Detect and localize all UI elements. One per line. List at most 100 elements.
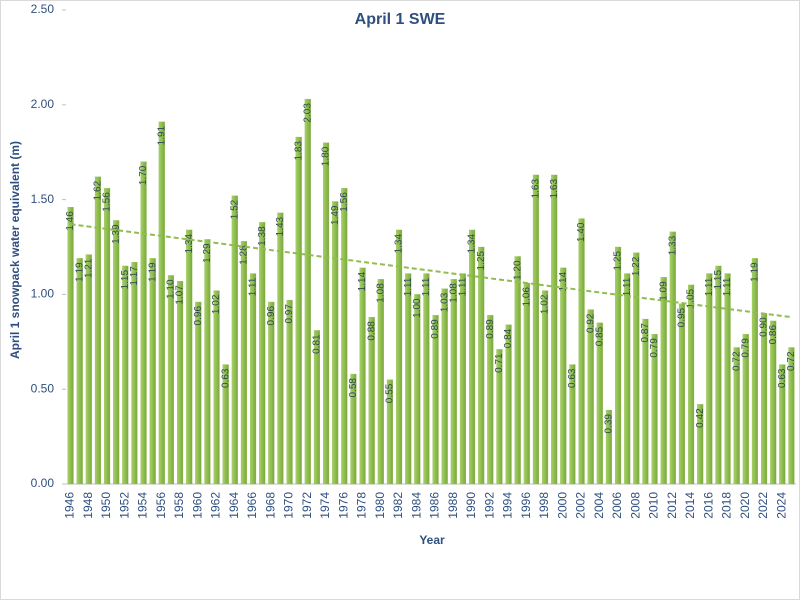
x-tick-label: 1992 (482, 492, 496, 519)
value-label: 1.02 (211, 294, 222, 314)
value-label: 1.70 (138, 165, 149, 185)
value-label: 1.07 (175, 285, 186, 305)
value-label: 1.22 (631, 256, 642, 276)
value-label: 1.09 (658, 281, 669, 301)
value-label: 1.80 (321, 146, 332, 166)
bar (149, 258, 156, 485)
value-label: 1.49 (330, 205, 341, 225)
value-label: 1.10 (166, 279, 177, 299)
value-label: 0.87 (640, 323, 651, 343)
value-label: 1.08 (448, 283, 459, 303)
x-tick-label: 1976 (336, 492, 350, 519)
x-tick-label: 1960 (190, 492, 204, 519)
x-tick-label: 1982 (391, 492, 405, 519)
bar (368, 317, 375, 485)
value-label: 1.15 (120, 270, 131, 290)
value-label: 1.56 (102, 192, 113, 212)
bar (295, 136, 302, 485)
bar (742, 334, 749, 485)
bar (551, 174, 558, 485)
x-tick-label: 1986 (428, 492, 442, 519)
bar (277, 212, 284, 485)
y-tick-label: 1.00 (31, 287, 55, 301)
value-label: 0.71 (494, 353, 505, 373)
value-label: 1.19 (147, 262, 158, 282)
bar (350, 373, 357, 485)
bar (578, 218, 585, 485)
x-tick-label: 1962 (209, 492, 223, 519)
value-label: 1.39 (111, 224, 122, 244)
x-tick-label: 1970 (282, 492, 296, 519)
x-tick-label: 2016 (701, 492, 715, 519)
value-label: 0.88 (366, 321, 377, 341)
value-label: 1.91 (156, 125, 167, 145)
x-tick-label: 1948 (81, 492, 95, 519)
bar (167, 275, 175, 485)
value-label: 1.28 (239, 245, 250, 265)
y-tick-label: 2.50 (31, 2, 55, 16)
value-label: 1.08 (375, 283, 386, 303)
value-label: 1.14 (558, 271, 569, 291)
value-label: 0.55 (385, 383, 396, 403)
value-label: 0.89 (430, 319, 441, 339)
bar (195, 301, 202, 485)
value-label: 1.15 (713, 270, 724, 290)
x-tick-label: 1980 (373, 492, 387, 519)
bar (441, 288, 448, 485)
value-label: 0.81 (312, 334, 323, 354)
bar (186, 229, 193, 485)
bar (560, 267, 567, 485)
y-tick-label: 1.50 (31, 192, 55, 206)
bar (414, 294, 421, 485)
value-label: 1.11 (248, 277, 259, 296)
value-label: 0.96 (266, 306, 277, 326)
value-label: 0.58 (348, 378, 359, 398)
bar (423, 273, 430, 485)
value-label: 0.63 (567, 368, 578, 388)
bar (505, 324, 512, 485)
x-tick-label: 1972 (300, 492, 314, 519)
chart-title: April 1 SWE (355, 11, 446, 28)
value-label: 1.00 (412, 298, 423, 318)
value-label: 1.46 (65, 211, 76, 231)
bar (523, 282, 530, 485)
value-label: 0.97 (284, 304, 295, 324)
value-label: 1.21 (83, 258, 94, 278)
bar (770, 320, 777, 485)
y-tick-label: 0.50 (31, 381, 55, 395)
bar (459, 273, 467, 485)
x-tick-label: 2020 (738, 492, 752, 519)
value-label: 1.20 (512, 260, 523, 280)
value-label: 1.38 (257, 226, 268, 246)
x-tick-label: 1978 (355, 492, 369, 519)
bar (697, 404, 704, 485)
value-label: 1.34 (394, 234, 405, 254)
bar (788, 347, 795, 485)
bar (496, 349, 503, 485)
bar (541, 290, 549, 485)
x-tick-label: 1998 (537, 492, 551, 519)
value-label: 1.19 (750, 262, 761, 282)
bar (113, 220, 120, 485)
value-label: 1.52 (229, 199, 240, 219)
value-label: 0.84 (503, 328, 514, 348)
bar (158, 121, 165, 485)
bar (240, 241, 248, 485)
x-tick-label: 1946 (63, 492, 77, 519)
bar (405, 273, 412, 485)
bar (131, 262, 138, 485)
trendline (70, 223, 792, 319)
bar (614, 246, 622, 485)
bar (660, 277, 667, 485)
value-label: 1.03 (439, 292, 450, 312)
y-tick-label: 2.00 (31, 97, 55, 111)
x-tick-label: 2008 (628, 492, 642, 519)
bar (231, 195, 238, 485)
value-label: 1.17 (129, 266, 140, 286)
x-tick-label: 1996 (519, 492, 533, 519)
value-label: 1.63 (531, 179, 542, 199)
x-tick-label: 1966 (245, 492, 259, 519)
value-label: 0.63 (220, 368, 231, 388)
value-label: 1.02 (540, 294, 551, 314)
